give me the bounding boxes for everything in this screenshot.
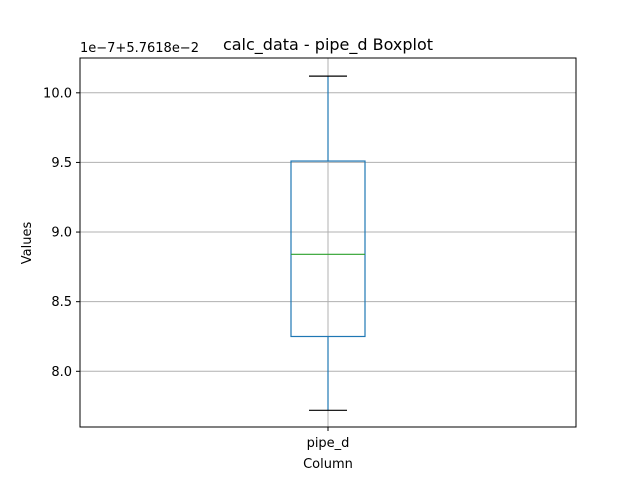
offset-text: 1e−7+5.7618e−2 [80,41,199,56]
x-axis-label: Column [303,457,353,472]
y-tick-label: 9.0 [51,226,72,241]
x-axis-ticks: pipe_d [307,427,350,451]
chart-title: calc_data - pipe_d Boxplot [223,35,433,55]
y-tick-label: 9.5 [51,156,72,171]
y-tick-label: 8.5 [51,295,72,310]
plot-area [290,75,366,411]
y-tick-label: 10.0 [43,86,72,101]
iqr-box [290,160,366,338]
y-axis-label: Values [20,222,35,265]
y-axis-ticks: 8.0 8.5 9.0 9.5 10.0 [43,86,80,380]
y-tick-label: 8.0 [51,365,72,380]
x-tick-label: pipe_d [307,436,350,451]
